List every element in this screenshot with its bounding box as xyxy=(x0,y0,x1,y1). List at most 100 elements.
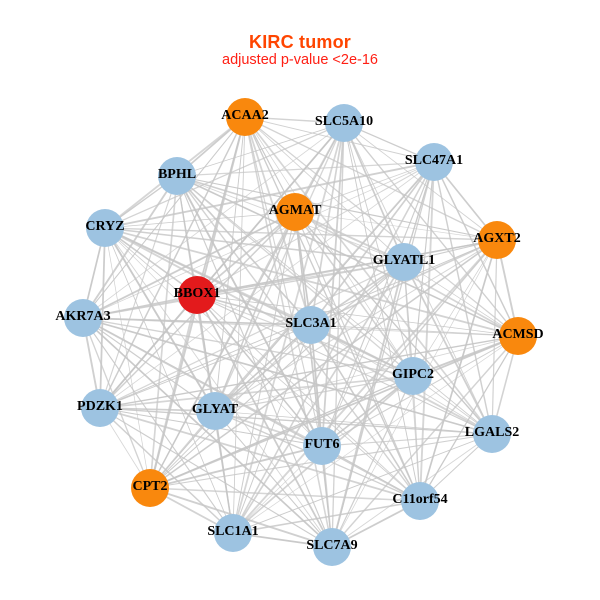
edge-CRYZ-AGXT2 xyxy=(104,227,498,241)
edge-PDZK1-GLYAT xyxy=(99,407,216,412)
edge-AGXT2-GLYAT xyxy=(214,239,498,412)
edge-AGMAT-CRYZ xyxy=(104,211,296,229)
edge-SLC5A10-FUT6 xyxy=(321,122,345,447)
node-SLC7A9: SLC7A9 xyxy=(306,528,358,566)
node-LGALS2: LGALS2 xyxy=(465,415,519,453)
node-circle-SLC3A1 xyxy=(292,306,330,344)
edge-AGMAT-C11orf54 xyxy=(294,211,421,502)
edge-CRYZ-FUT6 xyxy=(104,227,323,447)
node-SLC5A10: SLC5A10 xyxy=(315,104,373,142)
edge-FUT6-CPT2 xyxy=(149,445,323,489)
node-label-GLYAT: GLYAT xyxy=(192,402,239,417)
node-FUT6: FUT6 xyxy=(303,427,341,465)
edge-GLYATL1-FUT6 xyxy=(321,261,405,447)
edge-AGMAT-AKR7A3 xyxy=(82,211,296,319)
edge-AGMAT-GLYAT xyxy=(214,211,296,412)
node-CRYZ: CRYZ xyxy=(85,209,125,247)
edge-CPT2-C11orf54 xyxy=(149,487,421,502)
edge-ACAA2-PDZK1 xyxy=(99,116,246,409)
edge-SLC5A10-AGXT2 xyxy=(343,122,498,241)
edge-ACMSD-SLC1A1 xyxy=(232,335,519,534)
edge-C11orf54-SLC1A1 xyxy=(232,500,421,534)
edge-SLC47A1-AKR7A3 xyxy=(82,161,435,319)
node-BBOX1: BBOX1 xyxy=(174,276,220,314)
edge-BPHL-SLC3A1 xyxy=(176,175,312,326)
edge-BPHL-PDZK1 xyxy=(99,175,178,409)
edge-GLYAT-LGALS2 xyxy=(214,410,493,435)
page-title: KIRC tumor xyxy=(249,32,351,52)
node-GIPC2: GIPC2 xyxy=(392,357,434,395)
node-circle-SLC47A1 xyxy=(415,143,453,181)
node-label-GLYATL1: GLYATL1 xyxy=(373,253,436,268)
node-SLC1A1: SLC1A1 xyxy=(207,514,259,552)
edge-AGMAT-CPT2 xyxy=(149,211,296,489)
edge-BPHL-SLC7A9 xyxy=(176,175,333,548)
node-circle-PDZK1 xyxy=(81,389,119,427)
node-label-SLC47A1: SLC47A1 xyxy=(405,153,463,168)
edge-SLC47A1-SLC3A1 xyxy=(310,161,435,326)
node-CPT2: CPT2 xyxy=(131,469,169,507)
edge-AGMAT-AGXT2 xyxy=(294,211,498,241)
edge-AKR7A3-C11orf54 xyxy=(82,317,421,502)
node-AKR7A3: AKR7A3 xyxy=(55,299,111,337)
node-label-ACMSD: ACMSD xyxy=(492,327,543,342)
edge-AGXT2-SLC1A1 xyxy=(232,239,498,534)
node-label-C11orf54: C11orf54 xyxy=(392,492,447,507)
edge-AKR7A3-GLYAT xyxy=(82,317,216,412)
edge-SLC5A10-BPHL xyxy=(176,122,345,177)
node-circle-C11orf54 xyxy=(401,482,439,520)
edge-ACAA2-AGXT2 xyxy=(244,116,498,241)
node-circle-CRYZ xyxy=(86,209,124,247)
edge-AGXT2-LGALS2 xyxy=(491,239,498,435)
edge-GLYATL1-SLC7A9 xyxy=(331,261,405,548)
node-circle-BPHL xyxy=(158,157,196,195)
node-AGXT2: AGXT2 xyxy=(473,221,521,259)
node-circle-ACMSD xyxy=(499,317,537,355)
edge-AKR7A3-SLC7A9 xyxy=(82,317,333,548)
node-label-CPT2: CPT2 xyxy=(133,479,168,494)
node-label-PDZK1: PDZK1 xyxy=(77,399,123,414)
plot-subtitle: adjusted p-value <2e-16 xyxy=(222,52,378,68)
edge-BPHL-LGALS2 xyxy=(176,175,493,435)
edge-BBOX1-CPT2 xyxy=(149,294,198,489)
edge-SLC3A1-ACMSD xyxy=(310,324,519,337)
node-BPHL: BPHL xyxy=(158,157,196,195)
edge-ACMSD-SLC7A9 xyxy=(331,335,519,548)
node-circle-AGXT2 xyxy=(478,221,516,259)
node-ACMSD: ACMSD xyxy=(492,317,544,355)
edge-BBOX1-ACMSD xyxy=(196,294,519,337)
edge-BBOX1-SLC7A9 xyxy=(196,294,333,548)
edge-PDZK1-LGALS2 xyxy=(99,407,493,435)
node-label-AKR7A3: AKR7A3 xyxy=(55,309,110,324)
edge-AGXT2-GIPC2 xyxy=(412,239,498,377)
edge-GIPC2-SLC7A9 xyxy=(331,375,414,548)
node-label-LGALS2: LGALS2 xyxy=(465,425,519,440)
edge-SLC5A10-GLYAT xyxy=(214,122,345,412)
node-SLC47A1: SLC47A1 xyxy=(405,143,463,181)
edge-SLC5A10-CRYZ xyxy=(104,122,345,229)
edge-AGXT2-AKR7A3 xyxy=(82,239,498,319)
node-label-SLC7A9: SLC7A9 xyxy=(306,538,357,553)
node-GLYAT: GLYAT xyxy=(192,392,239,430)
edge-SLC47A1-LGALS2 xyxy=(433,161,493,435)
edge-GIPC2-C11orf54 xyxy=(412,375,421,502)
edge-GLYATL1-PDZK1 xyxy=(99,261,405,409)
edge-SLC5A10-AKR7A3 xyxy=(82,122,345,319)
edge-SLC47A1-BPHL xyxy=(176,161,435,177)
node-label-SLC1A1: SLC1A1 xyxy=(207,524,258,539)
edge-LGALS2-SLC1A1 xyxy=(232,433,493,534)
node-label-AGMAT: AGMAT xyxy=(269,203,322,218)
node-ACAA2: ACAA2 xyxy=(221,98,269,136)
edge-AGXT2-CPT2 xyxy=(149,239,498,489)
edge-CRYZ-GIPC2 xyxy=(104,227,414,377)
node-label-SLC5A10: SLC5A10 xyxy=(315,114,373,129)
node-circle-AKR7A3 xyxy=(64,299,102,337)
edge-CRYZ-C11orf54 xyxy=(104,227,421,502)
edge-PDZK1-SLC1A1 xyxy=(99,407,234,534)
edge-ACMSD-GLYAT xyxy=(214,335,519,412)
node-circle-GLYATL1 xyxy=(385,243,423,281)
edge-GLYATL1-ACMSD xyxy=(403,261,519,337)
node-circle-SLC7A9 xyxy=(313,528,351,566)
